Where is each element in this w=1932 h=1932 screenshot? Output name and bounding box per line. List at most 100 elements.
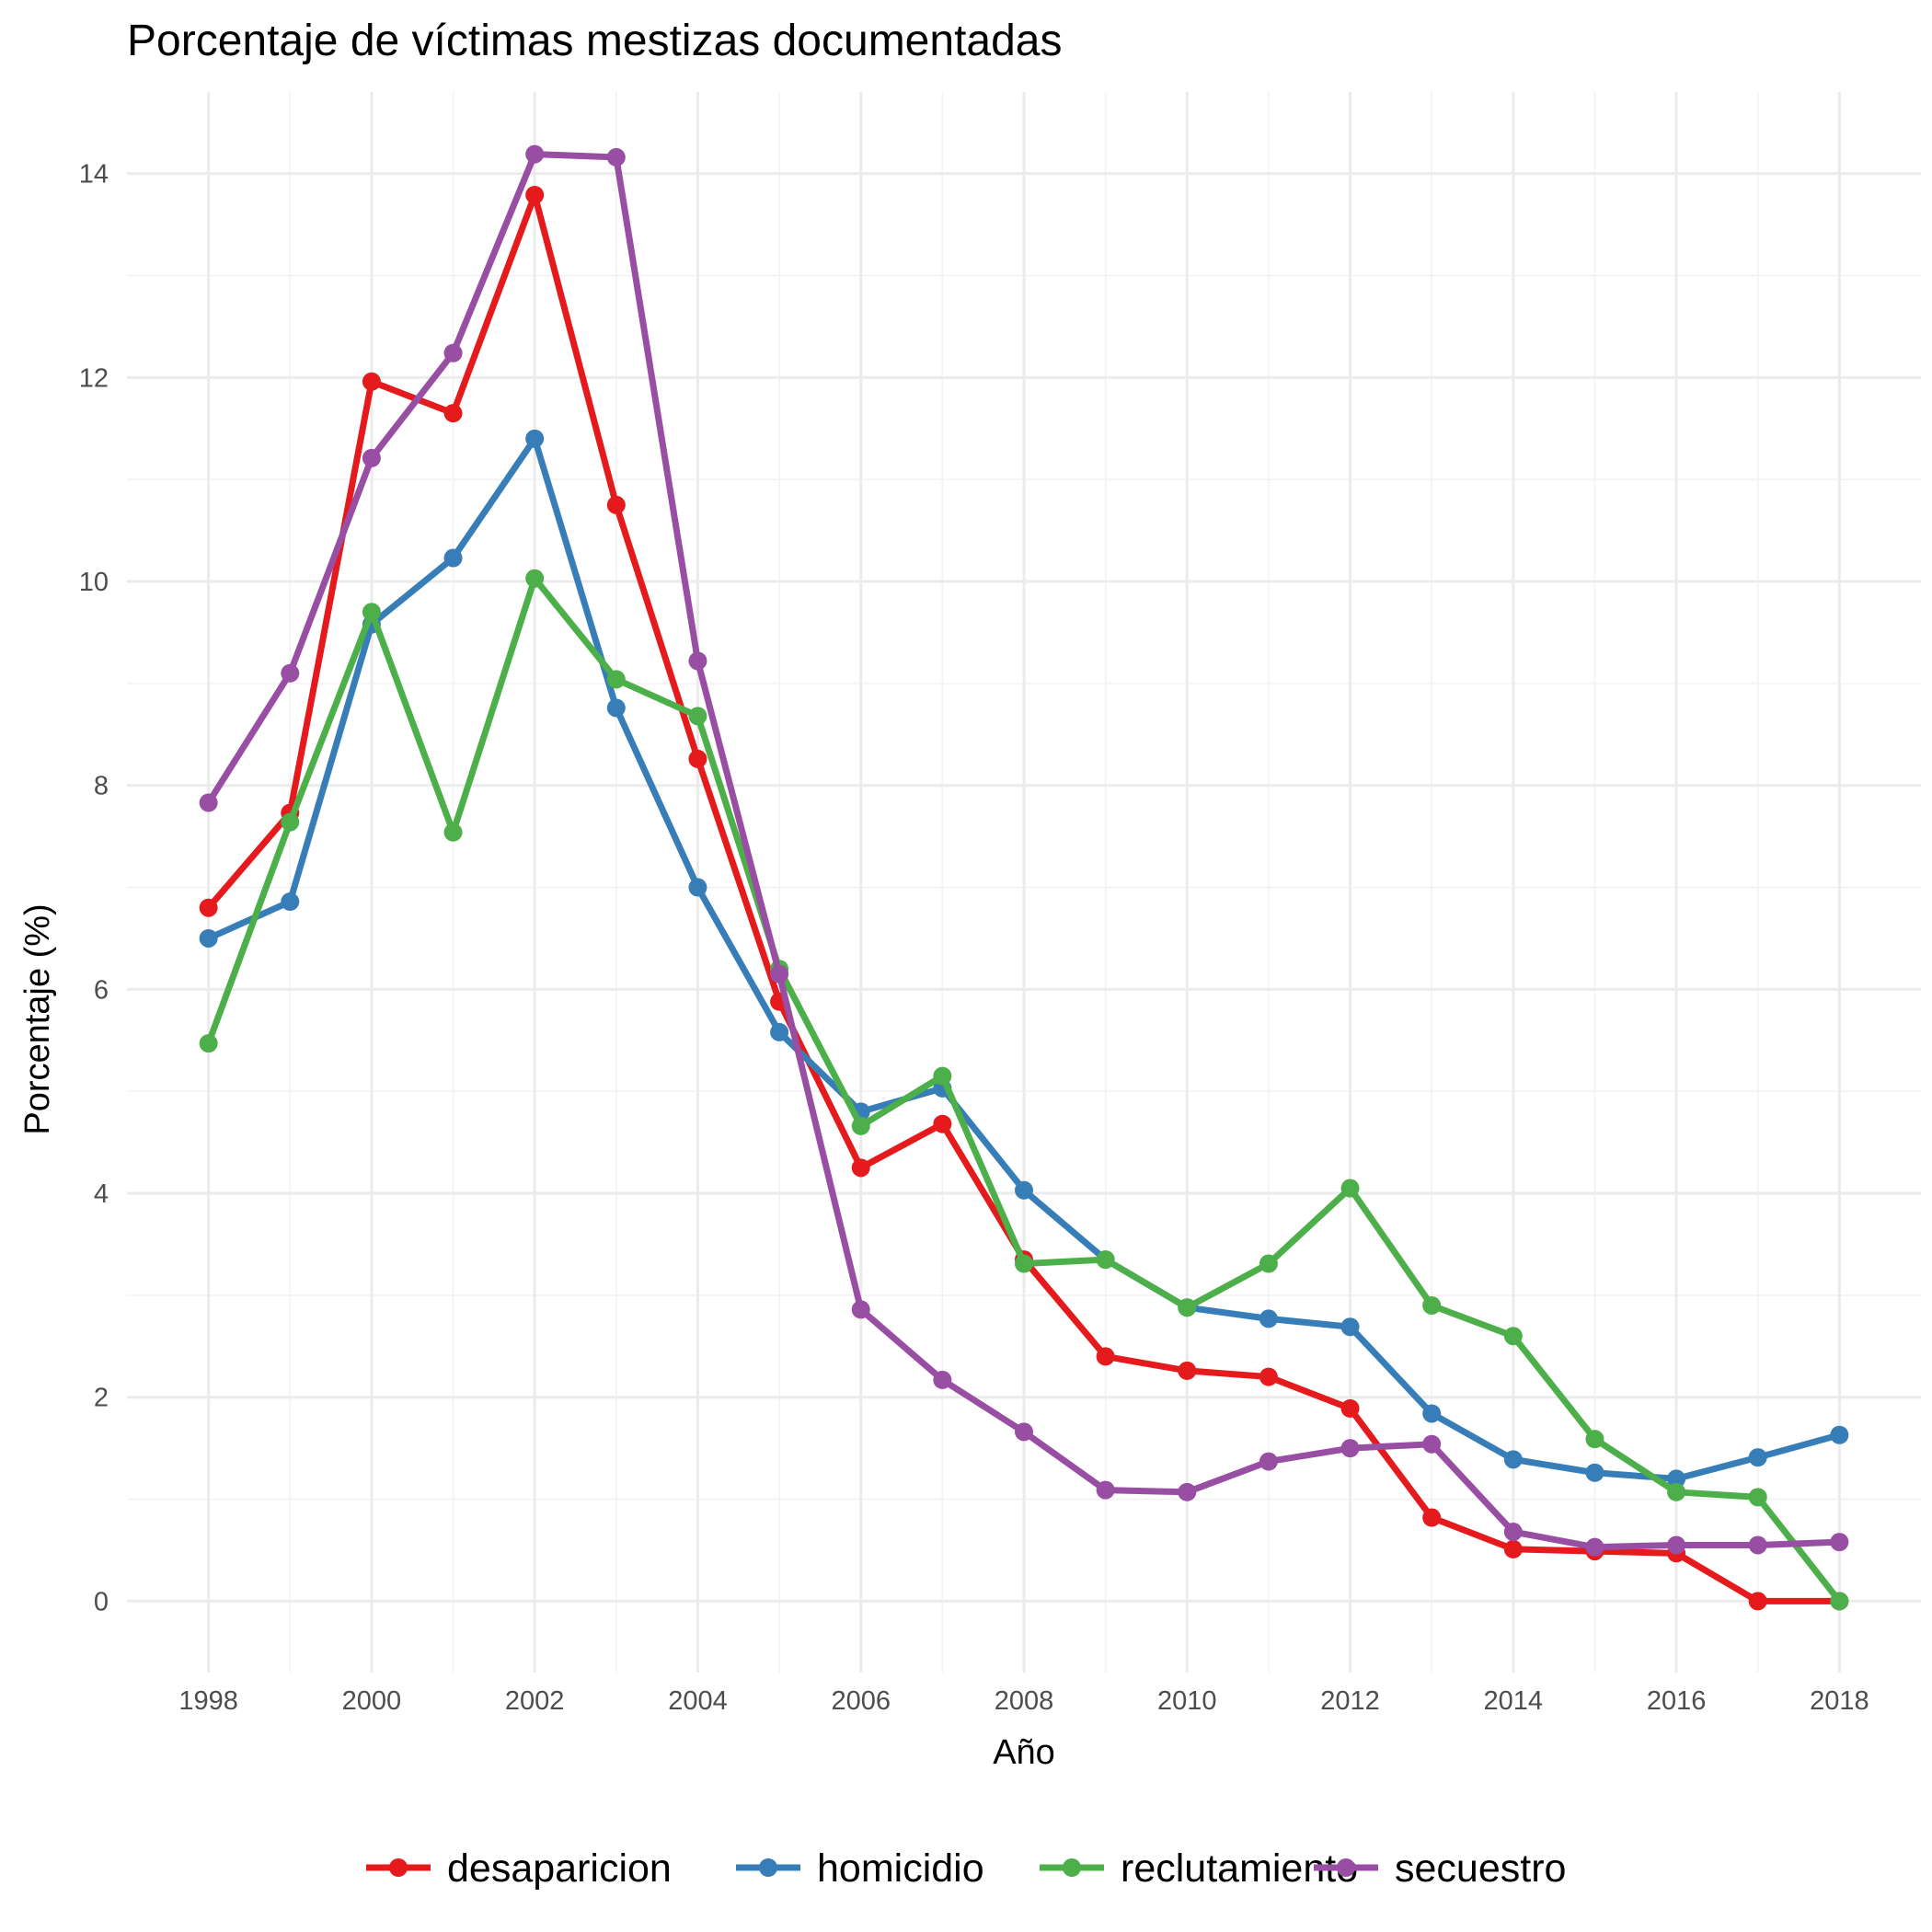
data-point-desaparicion — [688, 749, 707, 768]
data-point-reclutamiento — [1585, 1430, 1604, 1449]
series-group — [199, 144, 1849, 1611]
data-point-secuestro — [1096, 1480, 1115, 1500]
legend-swatch-point — [759, 1858, 777, 1877]
data-point-secuestro — [933, 1370, 952, 1389]
legend-item-reclutamiento: reclutamiento — [1040, 1846, 1358, 1891]
x-tick-label: 2012 — [1320, 1686, 1380, 1716]
x-tick-label: 2010 — [1157, 1686, 1217, 1716]
data-point-secuestro — [1259, 1452, 1278, 1471]
data-point-secuestro — [1340, 1439, 1360, 1458]
x-tick-label: 2018 — [1810, 1686, 1869, 1716]
data-point-homicidio — [606, 698, 626, 718]
data-point-secuestro — [770, 964, 789, 983]
data-point-homicidio — [770, 1022, 789, 1041]
legend-item-homicidio: homicidio — [736, 1846, 984, 1891]
data-point-homicidio — [1830, 1425, 1849, 1444]
y-tick-label: 0 — [94, 1587, 109, 1616]
data-point-reclutamiento — [1748, 1488, 1767, 1507]
data-point-desaparicion — [362, 372, 381, 391]
data-point-secuestro — [1422, 1434, 1442, 1454]
y-axis-ticks: 0 2 4 6 8 10 12 14 — [79, 160, 109, 1617]
data-point-reclutamiento — [362, 603, 381, 622]
y-tick-label: 4 — [94, 1179, 109, 1209]
data-point-secuestro — [1830, 1533, 1849, 1552]
data-point-secuestro — [851, 1300, 870, 1319]
legend-label: secuestro — [1395, 1846, 1566, 1891]
legend-item-secuestro: secuestro — [1314, 1846, 1566, 1891]
data-point-reclutamiento — [1503, 1327, 1523, 1346]
data-point-reclutamiento — [281, 812, 300, 832]
data-point-desaparicion — [1422, 1508, 1442, 1527]
data-point-desaparicion — [1259, 1367, 1278, 1386]
data-point-reclutamiento — [443, 822, 463, 842]
y-tick-label: 6 — [94, 975, 109, 1005]
data-point-homicidio — [525, 429, 545, 448]
data-point-secuestro — [1503, 1523, 1523, 1542]
data-point-secuestro — [199, 793, 218, 812]
data-point-homicidio — [1748, 1448, 1767, 1467]
data-point-reclutamiento — [1178, 1298, 1197, 1317]
data-point-desaparicion — [1748, 1592, 1767, 1611]
legend-swatch-point — [1063, 1858, 1081, 1877]
series-reclutamiento — [199, 569, 1849, 1611]
data-point-secuestro — [606, 147, 626, 167]
data-point-homicidio — [1015, 1180, 1033, 1200]
legend-swatch-point — [389, 1858, 408, 1877]
data-point-desaparicion — [1096, 1347, 1115, 1366]
y-tick-label: 10 — [79, 568, 109, 597]
data-point-reclutamiento — [1015, 1254, 1033, 1273]
x-tick-label: 2000 — [342, 1686, 402, 1716]
data-point-homicidio — [199, 928, 218, 948]
data-point-desaparicion — [933, 1114, 952, 1133]
y-tick-label: 14 — [79, 160, 109, 190]
data-point-reclutamiento — [525, 569, 545, 588]
data-point-secuestro — [1585, 1537, 1604, 1557]
data-point-desaparicion — [443, 404, 463, 423]
chart-title: Porcentaje de víctimas mestizas document… — [127, 17, 1062, 65]
x-tick-label: 2004 — [668, 1686, 728, 1716]
data-point-reclutamiento — [1422, 1295, 1442, 1315]
data-point-homicidio — [1340, 1317, 1360, 1337]
legend-swatch-point — [1337, 1858, 1355, 1877]
data-point-desaparicion — [199, 898, 218, 917]
data-point-homicidio — [1585, 1463, 1604, 1482]
data-point-reclutamiento — [1259, 1254, 1278, 1273]
y-tick-label: 12 — [79, 363, 109, 393]
x-tick-label: 2006 — [831, 1686, 891, 1716]
y-axis-title: Porcentaje (%) — [18, 903, 57, 1134]
data-point-secuestro — [281, 663, 300, 683]
x-axis-title: Año — [993, 1733, 1055, 1772]
x-axis-ticks: 1998 2000 2002 2004 2006 2008 2010 2012 2014 2016… — [178, 1686, 1869, 1716]
data-point-homicidio — [1503, 1450, 1523, 1469]
data-point-desaparicion — [851, 1158, 870, 1178]
data-point-desaparicion — [1340, 1398, 1360, 1418]
series-secuestro — [199, 144, 1849, 1557]
legend: desaparicion homicidio reclutamiento secues… — [366, 1846, 1566, 1891]
data-point-secuestro — [1015, 1422, 1033, 1442]
data-point-reclutamiento — [199, 1034, 218, 1053]
data-point-homicidio — [281, 892, 300, 912]
data-point-desaparicion — [525, 185, 545, 204]
legend-label: homicidio — [817, 1846, 984, 1891]
data-point-secuestro — [1748, 1535, 1767, 1555]
x-tick-label: 2016 — [1647, 1686, 1707, 1716]
data-point-reclutamiento — [688, 707, 707, 726]
y-tick-label: 2 — [94, 1384, 109, 1413]
data-point-reclutamiento — [933, 1066, 952, 1086]
data-point-secuestro — [362, 448, 381, 467]
data-point-homicidio — [1422, 1404, 1442, 1423]
data-point-reclutamiento — [1096, 1250, 1115, 1270]
data-point-homicidio — [688, 878, 707, 897]
x-tick-label: 2008 — [995, 1686, 1054, 1716]
data-point-secuestro — [1178, 1482, 1197, 1501]
data-point-homicidio — [1259, 1309, 1278, 1328]
data-point-desaparicion — [1178, 1361, 1197, 1380]
legend-label: desaparicion — [447, 1846, 672, 1891]
x-tick-label: 2014 — [1484, 1686, 1544, 1716]
data-point-desaparicion — [1503, 1539, 1523, 1558]
data-point-secuestro — [688, 651, 707, 671]
data-point-reclutamiento — [851, 1116, 870, 1135]
data-point-reclutamiento — [1667, 1482, 1686, 1501]
